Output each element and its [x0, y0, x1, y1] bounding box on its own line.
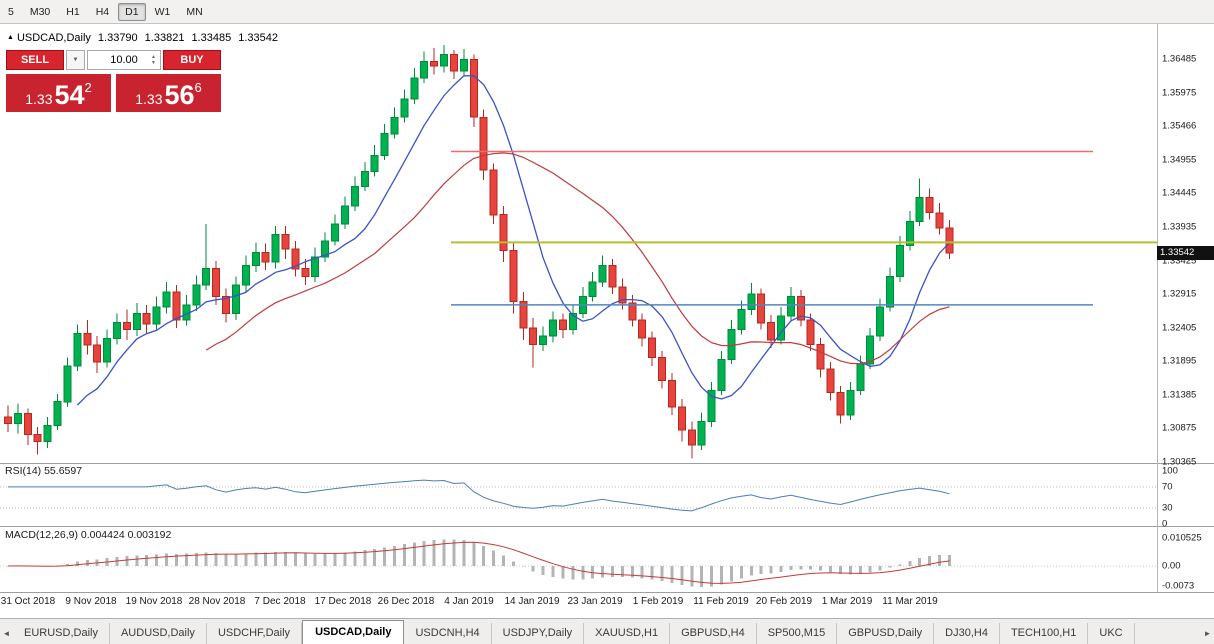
chart-symbol-label: USDCAD,Daily [16, 32, 91, 44]
sell-price-tile[interactable]: 1.33 54 2 [6, 74, 111, 112]
timeframe-button-m30[interactable]: M30 [29, 5, 51, 18]
price-axis-label: 1.33935 [1162, 221, 1197, 233]
date-axis-label: 7 Dec 2018 [254, 596, 306, 607]
price-axis-label: 1.30875 [1162, 422, 1197, 434]
rsi-axis-label: 100 [1162, 465, 1178, 477]
date-axis-label: 1 Mar 2019 [821, 596, 873, 607]
macd-axis-label: 0.00 [1162, 560, 1181, 572]
price-axis-line [1157, 24, 1158, 592]
date-axis-label: 14 Jan 2019 [504, 596, 560, 607]
chart-tab-usdjpy-daily[interactable]: USDJPY,Daily [492, 623, 585, 644]
one-click-trading-panel: SELL ▼ 10.00 ▲ ▼ BUY 1.33 54 2 1.33 56 6 [6, 50, 228, 112]
sell-button[interactable]: SELL [6, 50, 64, 70]
rsi-axis-label: 70 [1162, 481, 1173, 493]
price-chart[interactable] [0, 24, 1157, 463]
tabs-scroll-left-icon[interactable]: ◄ [2, 628, 11, 638]
chart-tab-audusd-daily[interactable]: AUDUSD,Daily [110, 623, 207, 644]
date-axis-label: 9 Nov 2018 [65, 596, 117, 607]
date-axis-label: 11 Mar 2019 [882, 596, 938, 607]
chart-tab-sp500-m15[interactable]: SP500,M15 [757, 623, 838, 644]
timeframe-button-w1[interactable]: W1 [154, 5, 171, 18]
volume-increase-icon[interactable]: ▲ [151, 53, 156, 60]
timeframe-button-d1[interactable]: D1 [118, 2, 146, 21]
rsi-label: RSI(14) 55.6597 [5, 465, 83, 477]
sell-price-prefix: 1.33 [25, 91, 53, 107]
collapse-trade-panel-icon[interactable]: ▲ [7, 34, 14, 41]
chart-tab-dj30-h4[interactable]: DJ30,H4 [934, 623, 1000, 644]
price-axis-label: 1.33425 [1162, 255, 1197, 266]
chevron-down-icon: ▼ [72, 57, 79, 63]
macd-label: MACD(12,26,9) 0.004424 0.003192 [5, 529, 172, 541]
date-axis-label: 31 Oct 2018 [0, 596, 56, 607]
tabs-scroll-right-icon[interactable]: ► [1203, 628, 1212, 638]
chart-tab-xauusd-h1[interactable]: XAUUSD,H1 [584, 623, 671, 644]
price-axis-label: 1.32915 [1162, 288, 1197, 300]
buy-price-tile[interactable]: 1.33 56 6 [116, 74, 221, 112]
buy-button[interactable]: BUY [163, 50, 221, 70]
chart-window: 1.36485 1.35975 1.35466 1.34955 1.34445 1.339… [0, 24, 1214, 618]
chart-tab-usdcad-daily[interactable]: USDCAD,Daily [302, 620, 405, 644]
date-axis-label: 26 Dec 2018 [377, 596, 435, 607]
macd-axis-label: 0.010525 [1162, 532, 1202, 544]
macd-axis-label: -0.0073 [1162, 580, 1195, 592]
volume-input[interactable]: 10.00 ▲ ▼ [87, 50, 161, 70]
current-price-tag: 1.33542 [1157, 245, 1214, 260]
price-axis-label: 1.32405 [1162, 322, 1197, 334]
buy-price-pip: 6 [194, 80, 202, 95]
date-axis-label: 17 Dec 2018 [314, 596, 372, 607]
volume-value: 10.00 [110, 54, 138, 66]
charts-tab-bar: ◄ EURUSD,Daily AUDUSD,Daily USDCHF,Daily US… [0, 618, 1214, 644]
tabs-list: EURUSD,Daily AUDUSD,Daily USDCHF,Daily USDC… [13, 619, 1201, 644]
timeframes-toolbar: 5 M30 H1 H4 D1 W1 MN [0, 0, 1214, 24]
pane-separator[interactable] [0, 463, 1214, 464]
pane-separator[interactable] [0, 526, 1214, 527]
price-axis-label: 1.30365 [1162, 456, 1197, 468]
date-axis-label: 1 Feb 2019 [632, 596, 684, 607]
ohlc-open: 1.33790 [97, 32, 138, 44]
chart-tab-usdcnh-h4[interactable]: USDCNH,H4 [404, 623, 492, 644]
ohlc-low: 1.33485 [191, 32, 232, 44]
price-axis-label: 1.31385 [1162, 389, 1197, 401]
price-axis-label: 1.34955 [1162, 154, 1197, 166]
price-axis-label: 1.34445 [1162, 187, 1197, 199]
timeframe-button-5[interactable]: 5 [8, 5, 14, 18]
price-axis-label: 1.35975 [1162, 87, 1197, 99]
date-axis-label: 20 Feb 2019 [755, 596, 813, 607]
sell-price-pip: 2 [84, 80, 92, 95]
rsi-indicator-chart[interactable] [0, 464, 1157, 526]
buy-price-big: 56 [164, 80, 195, 110]
chart-tab-ukc[interactable]: UKC [1088, 623, 1135, 644]
macd-indicator-chart[interactable] [0, 527, 1157, 592]
price-axis-label: 1.36485 [1162, 53, 1197, 65]
chart-tab-eurusd-daily[interactable]: EURUSD,Daily [13, 623, 110, 644]
volume-decrease-icon[interactable]: ▼ [151, 59, 156, 66]
rsi-axis-label: 30 [1162, 502, 1173, 514]
timeframe-button-h4[interactable]: H4 [95, 5, 110, 18]
rsi-axis-label: 0 [1162, 518, 1168, 530]
sell-price-big: 54 [54, 80, 85, 110]
ohlc-high: 1.33821 [144, 32, 185, 44]
ohlc-close: 1.33542 [238, 32, 278, 44]
date-axis-label: 28 Nov 2018 [188, 596, 246, 607]
chart-tab-gbpusd-h4[interactable]: GBPUSD,H4 [670, 623, 757, 644]
chart-tab-usdchf-daily[interactable]: USDCHF,Daily [207, 623, 303, 644]
chart-tab-tech100-h1[interactable]: TECH100,H1 [1000, 623, 1089, 644]
date-axis-label: 4 Jan 2019 [444, 596, 494, 607]
time-axis-separator [0, 592, 1214, 593]
price-axis-label: 1.31895 [1162, 355, 1197, 367]
buy-price-prefix: 1.33 [135, 91, 163, 107]
price-axis-label: 1.35466 [1162, 120, 1197, 132]
date-axis-label: 11 Feb 2019 [693, 596, 749, 607]
chart-tab-gbpusd-daily[interactable]: GBPUSD,Daily [837, 623, 935, 644]
date-axis-label: 23 Jan 2019 [567, 596, 623, 607]
timeframe-button-mn[interactable]: MN [186, 5, 203, 18]
volume-spinner: ▲ ▼ [148, 51, 159, 69]
order-options-dropdown[interactable]: ▼ [66, 50, 85, 70]
chart-title: ▲ USDCAD,Daily 1.33790 1.33821 1.33485 1.3354… [7, 32, 278, 44]
timeframe-button-h1[interactable]: H1 [66, 5, 80, 18]
date-axis-label: 19 Nov 2018 [125, 596, 183, 607]
